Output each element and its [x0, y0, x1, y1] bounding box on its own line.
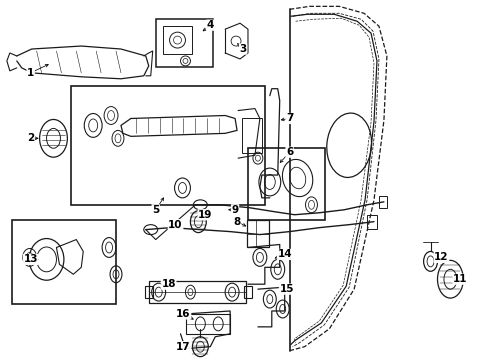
Text: 15: 15	[279, 284, 294, 294]
Bar	[244, 286, 252, 298]
Text: 7: 7	[286, 113, 294, 123]
Bar	[379, 196, 387, 208]
Bar	[149, 281, 246, 303]
Bar	[367, 215, 377, 229]
Bar	[248, 148, 325, 220]
Text: 17: 17	[176, 342, 191, 352]
Text: 11: 11	[453, 274, 467, 284]
Bar	[247, 220, 269, 247]
Text: 8: 8	[233, 217, 241, 227]
Text: 1: 1	[27, 68, 34, 78]
Text: 13: 13	[24, 255, 38, 264]
Bar	[187, 314, 230, 334]
Bar	[242, 118, 262, 153]
Bar	[156, 19, 213, 67]
Text: 5: 5	[152, 205, 159, 215]
Text: 2: 2	[27, 133, 34, 143]
Text: 4: 4	[207, 20, 214, 30]
Bar	[163, 26, 193, 54]
Text: 9: 9	[231, 205, 239, 215]
Bar	[145, 286, 153, 298]
Bar	[12, 220, 116, 304]
Text: 3: 3	[240, 44, 246, 54]
Bar	[72, 86, 265, 205]
Text: 10: 10	[168, 220, 183, 230]
Text: 19: 19	[198, 210, 213, 220]
Text: 18: 18	[161, 279, 176, 289]
Text: 14: 14	[277, 249, 292, 260]
Text: 6: 6	[286, 147, 294, 157]
Text: 12: 12	[434, 252, 449, 262]
Text: 16: 16	[176, 309, 191, 319]
